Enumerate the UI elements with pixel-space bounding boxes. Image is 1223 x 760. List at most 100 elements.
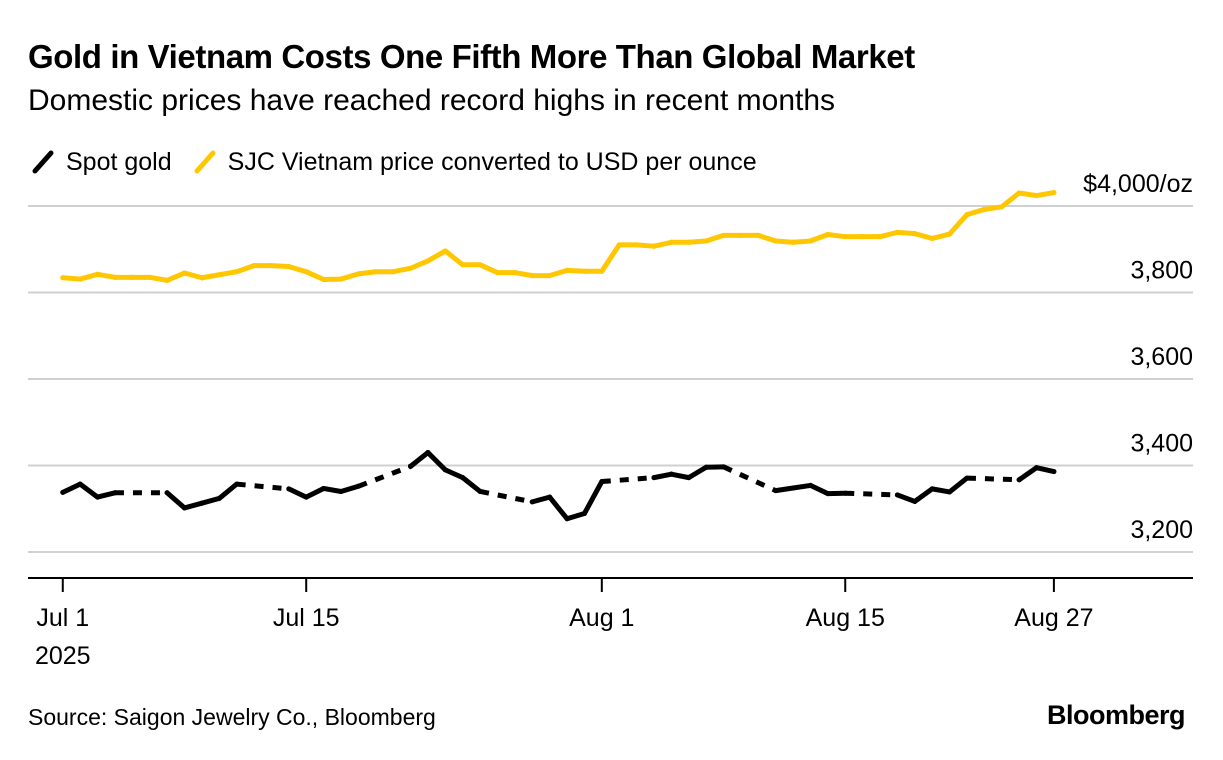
series-1-point bbox=[825, 232, 831, 238]
black-slash-icon bbox=[32, 150, 54, 174]
series-1-point bbox=[1016, 190, 1022, 196]
series-1-point bbox=[268, 263, 274, 269]
series-0-segment bbox=[581, 479, 605, 517]
series-0-point bbox=[286, 486, 292, 492]
series-1-point bbox=[425, 258, 431, 264]
series-1-point bbox=[147, 274, 153, 280]
series-0-segment bbox=[408, 450, 431, 469]
series-1-point bbox=[338, 276, 344, 282]
series-1-point bbox=[860, 234, 866, 240]
series-1-point bbox=[1051, 190, 1057, 196]
series-0-point bbox=[355, 483, 361, 489]
series-1-segment bbox=[999, 190, 1022, 210]
series-0-segment bbox=[60, 481, 83, 495]
series-0-point bbox=[686, 475, 692, 481]
series-1-point bbox=[251, 263, 257, 269]
series-1-point bbox=[564, 267, 570, 273]
series-1-point bbox=[373, 269, 379, 275]
series-0-segment bbox=[912, 486, 935, 504]
series-0-segment bbox=[303, 485, 327, 500]
series-1-point bbox=[286, 264, 292, 270]
series-0-point bbox=[929, 486, 935, 492]
y-tick-label: 3,400 bbox=[1130, 430, 1193, 458]
series-0-segment bbox=[894, 492, 918, 504]
series-0-point bbox=[216, 495, 222, 501]
series-1-point bbox=[999, 204, 1005, 210]
series-1-point bbox=[877, 234, 883, 240]
series-1-point bbox=[60, 275, 66, 281]
series-1-segment bbox=[390, 265, 414, 275]
series-1-segment bbox=[338, 271, 361, 282]
series-1-point bbox=[894, 229, 900, 235]
series-1-point bbox=[95, 271, 101, 277]
series-1-point bbox=[634, 242, 640, 248]
series-0-segment bbox=[321, 485, 344, 494]
series-0-point bbox=[581, 511, 587, 517]
series-0-segment bbox=[479, 489, 533, 505]
series-0-point bbox=[912, 498, 918, 504]
series-1-point bbox=[721, 232, 727, 238]
series-0-point bbox=[547, 494, 553, 500]
series-0-point bbox=[477, 488, 483, 494]
series-0-segment bbox=[216, 481, 240, 501]
series-1-segment bbox=[286, 264, 309, 275]
series-0-point bbox=[234, 481, 240, 487]
series-0-point bbox=[1051, 469, 1057, 475]
series-0-segment bbox=[790, 482, 813, 491]
series-0-segment bbox=[529, 494, 553, 505]
series-1-point bbox=[164, 277, 170, 283]
series-0-point bbox=[321, 485, 327, 491]
series-1-segment bbox=[60, 275, 83, 282]
series-1-segment bbox=[599, 242, 622, 274]
series-0-point bbox=[460, 475, 466, 481]
series-0-segment bbox=[722, 464, 777, 493]
x-tick-label: Jul 15 bbox=[273, 604, 340, 632]
series-0-point bbox=[703, 464, 709, 470]
series-1-point bbox=[529, 273, 535, 279]
series-1-point bbox=[686, 239, 692, 245]
series-0-point bbox=[442, 467, 448, 473]
series-0-point bbox=[529, 499, 535, 505]
series-0-segment bbox=[547, 494, 570, 522]
series-0-segment bbox=[181, 500, 205, 511]
series-0-point bbox=[425, 450, 431, 456]
series-0-segment bbox=[460, 475, 483, 494]
legend-label-spot-gold: Spot gold bbox=[66, 147, 172, 176]
series-1-segment bbox=[512, 270, 535, 279]
y-tick-labels: $4,000/oz 3,800 3,600 3,400 3,200 bbox=[1083, 170, 1193, 544]
series-0-point bbox=[651, 475, 657, 481]
series-1-segment bbox=[408, 258, 431, 271]
series-0-segment bbox=[236, 481, 290, 492]
series-1-point bbox=[668, 239, 674, 245]
series-1-segment bbox=[755, 232, 779, 244]
y-tick-label: $4,000/oz bbox=[1083, 170, 1193, 198]
series-1-point bbox=[460, 262, 466, 268]
series-1-point bbox=[112, 274, 118, 280]
series-0-segment bbox=[601, 475, 655, 485]
series-1-point bbox=[947, 231, 953, 237]
series-1-point bbox=[181, 270, 187, 276]
series-1-point bbox=[129, 274, 135, 280]
series-0-point bbox=[894, 492, 900, 498]
series-0-segment bbox=[651, 471, 674, 481]
chart-subtitle: Domestic prices have reached record high… bbox=[28, 84, 836, 117]
series-0-segment bbox=[77, 481, 101, 500]
series-0-segment bbox=[564, 511, 587, 522]
series-0-segment bbox=[845, 490, 898, 498]
series-1-segment bbox=[77, 271, 101, 282]
series-1-point bbox=[547, 273, 553, 279]
series-1-point bbox=[477, 262, 483, 268]
series-1-point bbox=[1034, 193, 1040, 199]
series-1-point bbox=[581, 268, 587, 274]
series-1-point bbox=[199, 275, 205, 281]
series-0-point bbox=[599, 479, 605, 485]
series-1-point bbox=[912, 231, 918, 237]
series-1-segment bbox=[651, 239, 674, 249]
series-1-point bbox=[964, 212, 970, 218]
series-0-segment bbox=[807, 482, 831, 497]
series-1-point bbox=[303, 269, 309, 275]
series-1-point bbox=[755, 232, 761, 238]
series-1-point bbox=[216, 272, 222, 278]
series-0-segment bbox=[95, 490, 118, 500]
